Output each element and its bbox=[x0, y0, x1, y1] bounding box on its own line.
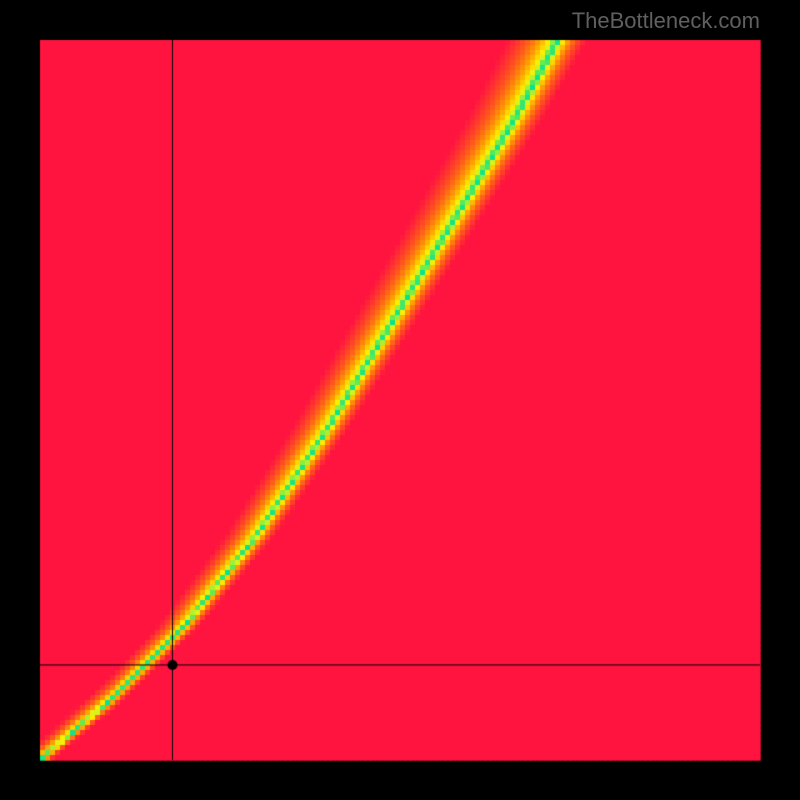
chart-container: TheBottleneck.com bbox=[0, 0, 800, 800]
bottleneck-heatmap bbox=[0, 0, 800, 800]
watermark-text: TheBottleneck.com bbox=[572, 8, 760, 34]
